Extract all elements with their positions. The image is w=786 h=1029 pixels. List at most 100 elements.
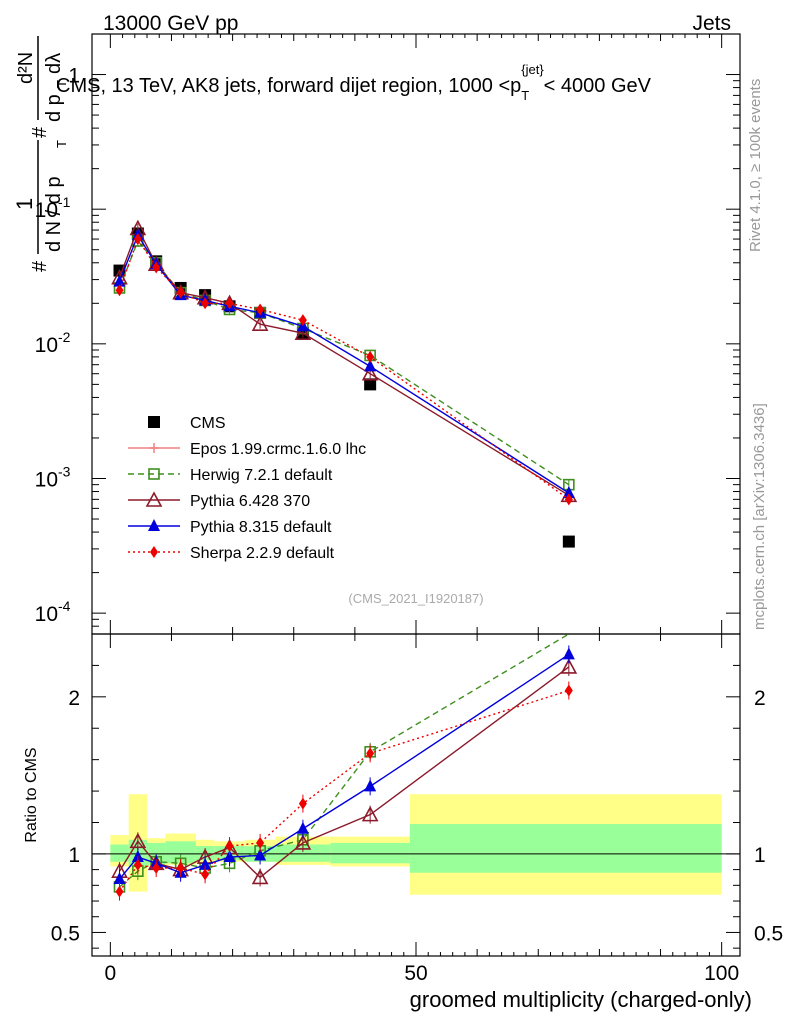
point-sherpa: [201, 297, 210, 310]
chart-title: CMS, 13 TeV, AK8 jets, forward dijet reg…: [56, 62, 652, 103]
band-inner: [275, 844, 331, 862]
legend-item-pythia6: Pythia 6.428 370: [128, 491, 310, 510]
ratio-point-pythia6: [251, 868, 269, 885]
series-cms: [113, 227, 575, 548]
legend-marker: [145, 491, 163, 507]
ratio-point-sherpa: [115, 885, 124, 898]
band-inner: [330, 842, 410, 864]
series-line: [118, 226, 570, 496]
series-pythia8: [113, 228, 575, 889]
ratio-point-pythia6: [361, 805, 379, 822]
legend-marker: [148, 416, 160, 428]
ylabel-one: 1: [12, 198, 37, 210]
ylabel-hash-2: #: [29, 126, 51, 138]
point-cms: [562, 535, 575, 548]
legend-label: Pythia 6.428 370: [190, 493, 310, 510]
legend-item-cms: CMS: [148, 415, 226, 432]
legend-item-herwig: Herwig 7.2.1 default: [128, 467, 333, 484]
y-tick-label: 10: [35, 334, 58, 357]
ratio-point-pythia8: [199, 857, 212, 870]
ratio-point-sherpa: [225, 840, 234, 853]
ratio-point-pythia6: [129, 832, 147, 849]
ratio-point-sherpa: [298, 797, 307, 810]
legend-item-pythia8: Pythia 8.315 default: [128, 519, 332, 536]
legend-marker: [150, 546, 158, 558]
legend-marker: [148, 519, 160, 531]
legend: CMS Epos 1.99.crmc.1.6.0 lhc Herwig 7.2.1 …: [128, 415, 366, 562]
ylabel-numfrac: d p: [43, 94, 65, 122]
chart-title-text: CMS, 13 TeV, AK8 jets, forward dijet reg…: [56, 62, 652, 103]
ratio-line: [118, 666, 570, 879]
series-sherpa: [115, 233, 573, 901]
legend-label: Pythia 8.315 default: [190, 519, 332, 536]
legend-label: CMS: [190, 415, 226, 432]
ratio-point-pythia8: [296, 821, 309, 834]
point-cms: [364, 378, 377, 391]
band-inner: [409, 824, 722, 873]
title-tail: < 4000 GeV: [544, 75, 652, 97]
point-sherpa: [225, 297, 234, 310]
series-layer: [111, 219, 578, 901]
legend-label: Sherpa 2.2.9 default: [190, 545, 335, 562]
ylabel-hash-1: #: [29, 260, 51, 272]
mcplots-label: mcplots.cern.ch [arXiv:1306.3436]: [751, 403, 768, 630]
y-axis-label: # 1 d N / d p T # d²N d p T dλ: [12, 36, 69, 272]
ylabel-lam: dλ: [43, 53, 65, 74]
point-sherpa: [115, 284, 124, 297]
x-tick-label: 100: [704, 962, 739, 985]
ratio-point-sherpa: [564, 684, 573, 697]
ylabel-num: d²N: [15, 52, 37, 84]
y-tick-exponent: -3: [58, 463, 71, 479]
ylabel-T2: T: [54, 80, 69, 88]
ratio-line: [118, 689, 570, 892]
header-left: 13000 GeV pp: [103, 12, 238, 35]
point-sherpa: [152, 261, 161, 274]
series-line: [118, 237, 570, 500]
legend-marker: [149, 443, 159, 453]
ratio-point-pythia6: [560, 658, 578, 674]
point-pythia8: [364, 359, 377, 372]
legend-label: Herwig 7.2.1 default: [190, 467, 333, 484]
rivet-label: Rivet 4.1.0, ≥ 100k events: [747, 79, 764, 252]
ratio-point-sherpa: [176, 862, 185, 875]
header-right: Jets: [692, 12, 731, 35]
point-pythia6: [361, 365, 379, 381]
ratio-tick-label-left: 0.5: [51, 922, 80, 945]
title-main: CMS, 13 TeV, AK8 jets, forward dijet reg…: [56, 75, 521, 97]
ratio-point-sherpa: [201, 868, 210, 881]
point-pythia6: [294, 324, 312, 340]
ratio-tick-label-left: 1: [68, 844, 80, 867]
point-sherpa: [298, 314, 307, 327]
series-line: [118, 233, 570, 494]
ratio-point-pythia8: [364, 779, 377, 792]
y-tick-exponent: -4: [58, 598, 71, 614]
y-tick-exponent: -2: [58, 329, 71, 345]
ratio-point-sherpa: [133, 858, 142, 871]
ratio-point-pythia6: [294, 834, 312, 850]
x-tick-label: 50: [404, 962, 427, 985]
ratio-point-pythia8: [223, 850, 236, 863]
ratio-point-pythia8: [113, 872, 126, 885]
point-pythia8: [562, 486, 575, 499]
point-pythia8: [113, 274, 126, 287]
legend-item-epos: Epos 1.99.crmc.1.6.0 lhc: [128, 441, 366, 458]
analysis-id: (CMS_2021_I1920187): [348, 591, 483, 606]
point-sherpa: [564, 493, 573, 506]
ratio-line: [118, 653, 570, 880]
title-sub: T: [521, 88, 529, 103]
y-tick-label: 10: [35, 603, 58, 626]
ratio-tick-label-right: 1: [754, 844, 766, 867]
point-sherpa: [133, 233, 142, 246]
x-axis-label: groomed multiplicity (charged-only): [410, 987, 752, 1012]
ratio-point-sherpa: [256, 836, 265, 849]
legend-marker: [148, 468, 160, 480]
series-line: [118, 239, 570, 486]
ratio-y-label: Ratio to CMS: [23, 747, 40, 842]
point-sherpa: [256, 303, 265, 316]
ratio-tick-label-right: 2: [754, 687, 766, 710]
main-frame: [91, 33, 741, 635]
point-sherpa: [176, 286, 185, 299]
legend-item-sherpa: Sherpa 2.2.9 default: [128, 545, 335, 562]
